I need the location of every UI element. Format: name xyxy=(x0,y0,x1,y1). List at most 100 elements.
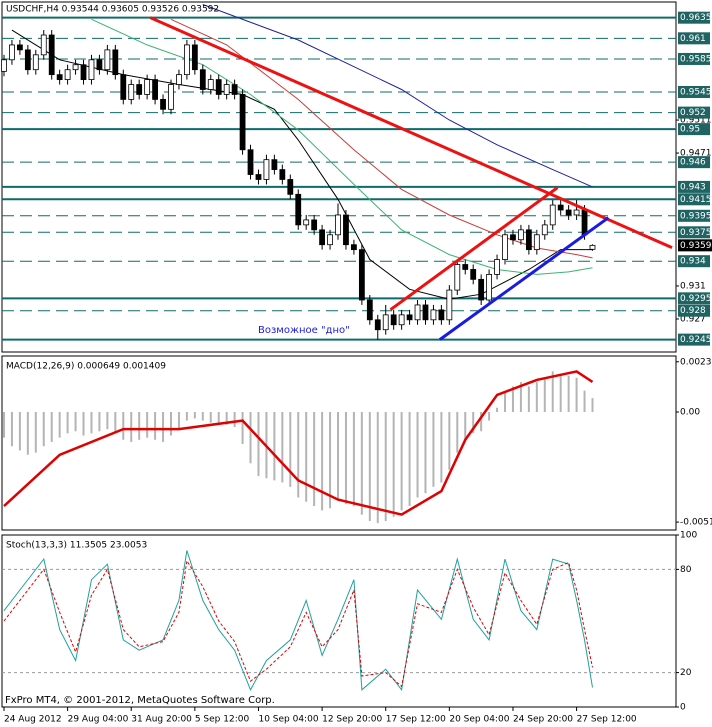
trend-line xyxy=(389,186,559,311)
y-tick-label: 20 xyxy=(680,668,692,678)
last-price-box xyxy=(678,239,712,252)
candle-body xyxy=(581,209,588,236)
y-tick-label: 0.00235 xyxy=(680,357,712,367)
x-tick-label: 17 Sep 12:00 xyxy=(386,715,446,725)
level-label: 0.928 xyxy=(680,306,706,316)
level-label-box xyxy=(678,292,710,305)
level-label: 0.9375 xyxy=(680,228,712,238)
candle-body xyxy=(168,84,174,110)
last-price-label: 0.93592 xyxy=(680,241,712,251)
candle-body xyxy=(311,219,318,231)
level-label-box xyxy=(678,85,710,98)
y-tick-label: 0.927 xyxy=(680,314,706,324)
candle-body xyxy=(271,159,278,170)
candle-body xyxy=(56,74,63,80)
indicator-line xyxy=(3,550,593,692)
x-tick-label: 24 Aug 2012 xyxy=(4,715,62,725)
candle-body xyxy=(533,234,540,251)
candle-body xyxy=(422,304,429,321)
x-tick-label: 5 Sep 12:00 xyxy=(195,715,250,725)
candle-body xyxy=(215,79,222,95)
level-label-box xyxy=(678,180,710,193)
level-label: 0.9415 xyxy=(680,195,712,205)
candle-body xyxy=(231,84,238,95)
indicator-line xyxy=(3,559,593,688)
macd-title: MACD(12,26,9) 0.000649 0.001409 xyxy=(6,362,166,372)
candle-body xyxy=(414,304,421,321)
y-tick-label: 0.9511 xyxy=(680,116,712,126)
indicator-line xyxy=(3,370,594,516)
level-label-box xyxy=(678,123,710,136)
candle-body xyxy=(454,264,461,291)
level-label-box xyxy=(678,209,710,222)
candle-body xyxy=(120,74,127,100)
indicator-line xyxy=(11,29,593,300)
y-tick-label: 100 xyxy=(680,531,697,541)
y-tick-label: -0.00515 xyxy=(680,518,712,528)
annotation: Возможное "дно" xyxy=(258,325,350,336)
candle-body xyxy=(462,264,469,270)
y-tick-label: 0.9471 xyxy=(680,149,712,159)
candle-body xyxy=(406,314,413,321)
level-label: 0.9295 xyxy=(680,294,712,304)
level-label-box xyxy=(678,255,710,268)
candle-body xyxy=(430,309,437,321)
stoch-panel xyxy=(1,534,677,708)
candle-body xyxy=(502,234,508,260)
level-label: 0.943 xyxy=(680,182,706,192)
level-label: 0.946 xyxy=(680,158,706,168)
candle-body xyxy=(160,99,166,110)
candle-body xyxy=(176,74,182,85)
x-tick-label: 24 Sep 20:00 xyxy=(513,715,573,725)
candle-body xyxy=(327,234,333,246)
candle-body xyxy=(557,204,564,211)
candle-body xyxy=(319,229,326,246)
level-label: 0.961 xyxy=(680,34,706,44)
candle-body xyxy=(104,49,111,71)
candle-body xyxy=(64,69,71,80)
x-tick-label: 29 Aug 04:00 xyxy=(68,715,129,725)
level-label: 0.95 xyxy=(680,125,700,135)
candle-body xyxy=(239,94,246,151)
candle-body xyxy=(382,314,389,331)
candle-body xyxy=(32,54,39,71)
indicator-line xyxy=(170,18,593,259)
candle-body xyxy=(199,69,206,90)
x-tick-label: 10 Sep 04:00 xyxy=(258,715,318,725)
candle-body xyxy=(549,204,556,226)
candle-body xyxy=(295,193,302,226)
level-label: 0.934 xyxy=(680,257,706,267)
candle-body xyxy=(9,44,15,61)
candle-body xyxy=(303,219,310,226)
y-tick-label: 0.00 xyxy=(680,408,700,418)
x-tick-label: 12 Sep 20:00 xyxy=(322,715,382,725)
candle-body xyxy=(486,274,493,301)
level-label-box xyxy=(678,226,710,239)
level-label-box xyxy=(678,156,710,169)
candle-body xyxy=(351,244,357,251)
footer: FxPro MT4, © 2001-2012, MetaQuotes Softw… xyxy=(5,695,275,706)
trend-line xyxy=(149,16,673,250)
candle-body xyxy=(72,64,79,71)
y-tick-label: 80 xyxy=(680,565,692,575)
candle-body xyxy=(144,79,151,95)
x-tick-label: 27 Sep 12:00 xyxy=(577,715,637,725)
candle-body xyxy=(96,59,103,71)
plot-layer: 0.9511 0.9471 0.931 0.927 0.9635 0.961 0.9585 0… xyxy=(1,4,712,725)
level-label-box xyxy=(678,193,710,206)
candle-body xyxy=(446,289,453,321)
candle-body xyxy=(494,259,500,275)
candle-body xyxy=(40,34,47,56)
level-label-box xyxy=(678,11,710,24)
candle-body xyxy=(88,59,95,80)
candle-body xyxy=(470,269,477,280)
candle-body xyxy=(287,179,294,195)
candle-body xyxy=(255,174,262,180)
candle-body xyxy=(48,34,55,76)
candle-body xyxy=(390,314,397,326)
level-label: 0.9635 xyxy=(680,13,712,23)
candle-body xyxy=(184,44,190,76)
trend-line xyxy=(438,216,610,341)
level-label: 0.9395 xyxy=(680,211,712,221)
